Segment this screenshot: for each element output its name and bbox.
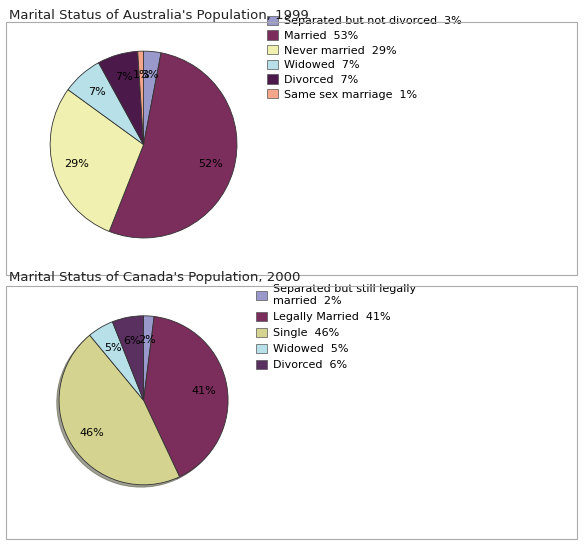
Text: 7%: 7% bbox=[88, 87, 106, 97]
Wedge shape bbox=[109, 53, 237, 238]
Text: Marital Status of Canada's Population, 2000: Marital Status of Canada's Population, 2… bbox=[9, 271, 300, 284]
Text: 6%: 6% bbox=[124, 336, 141, 345]
Legend: Separated but still legally
married  2%, Legally Married  41%, Single  46%, Wido: Separated but still legally married 2%, … bbox=[255, 284, 417, 371]
Wedge shape bbox=[113, 316, 144, 400]
Text: 41%: 41% bbox=[191, 386, 216, 396]
Wedge shape bbox=[144, 51, 161, 145]
Wedge shape bbox=[50, 90, 144, 231]
Text: 2%: 2% bbox=[138, 335, 156, 345]
Text: 29%: 29% bbox=[64, 159, 88, 169]
Text: 3%: 3% bbox=[141, 70, 159, 80]
Legend: Separated but not divorced  3%, Married  53%, Never married  29%, Widowed  7%, D: Separated but not divorced 3%, Married 5… bbox=[266, 14, 462, 101]
Text: 7%: 7% bbox=[115, 72, 133, 82]
Text: 1%: 1% bbox=[132, 70, 150, 80]
Text: 52%: 52% bbox=[199, 159, 223, 169]
Text: 46%: 46% bbox=[80, 428, 104, 438]
Text: Marital Status of Australia's Population, 1999: Marital Status of Australia's Population… bbox=[9, 9, 309, 22]
Wedge shape bbox=[68, 63, 144, 145]
Wedge shape bbox=[59, 335, 179, 485]
Wedge shape bbox=[144, 316, 154, 400]
Text: 5%: 5% bbox=[104, 343, 121, 353]
Wedge shape bbox=[144, 316, 228, 477]
Wedge shape bbox=[98, 51, 144, 145]
Wedge shape bbox=[90, 322, 144, 400]
Wedge shape bbox=[138, 51, 144, 145]
